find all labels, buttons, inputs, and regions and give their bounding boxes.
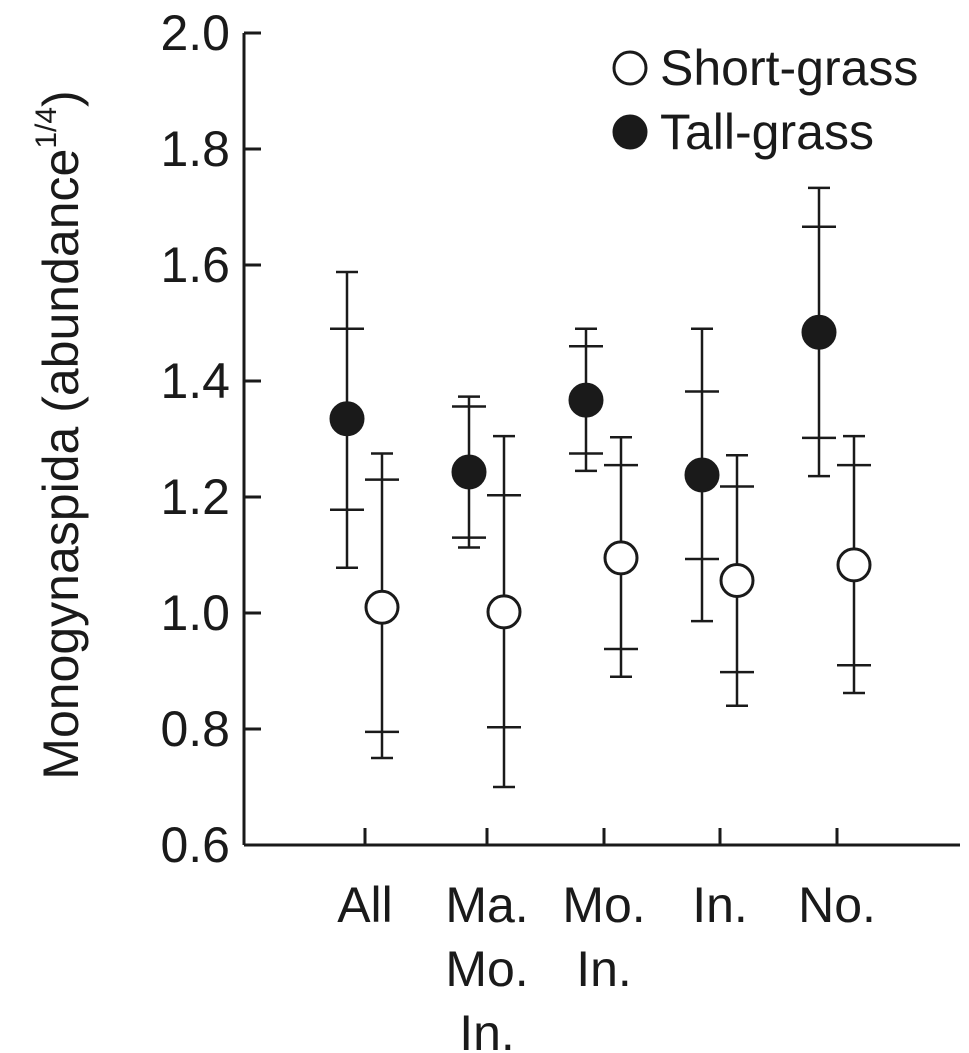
x-tick-label-line: Mo. — [562, 877, 645, 933]
y-tick-label: 1.8 — [160, 121, 230, 177]
x-tick-label-line: In. — [692, 877, 748, 933]
x-tick-label-line: Ma. — [445, 877, 528, 933]
point-tall-grass — [684, 457, 720, 493]
x-tick-label-all: All — [337, 877, 393, 933]
point-short-grass — [603, 540, 639, 576]
y-ticks: 0.6 0.8 1.0 1.2 1.4 1.6 1.8 2.0 — [160, 5, 261, 873]
x-tick-label-no: No. — [798, 877, 876, 933]
y-tick-label: 2.0 — [160, 5, 230, 61]
x-tick-label-mamoin: Ma. Mo. In. — [445, 877, 528, 1053]
error-bars — [330, 186, 871, 789]
y-tick-label: 1.2 — [160, 469, 230, 525]
y-tick-label: 1.4 — [160, 353, 230, 409]
y-axis-label-close: ) — [33, 90, 89, 107]
y-tick-label: 0.8 — [160, 701, 230, 757]
x-tick-label-moin: Mo. In. — [562, 877, 645, 997]
x-tick-label-line: All — [337, 877, 393, 933]
data-points — [329, 314, 872, 630]
point-short-grass — [836, 547, 872, 583]
axes — [242, 33, 960, 847]
y-tick-label: 1.0 — [160, 585, 230, 641]
x-tick-label-line: No. — [798, 877, 876, 933]
x-tick-label-line: In. — [576, 941, 632, 997]
point-short-grass — [486, 594, 522, 630]
point-tall-grass — [329, 401, 365, 437]
point-tall-grass — [568, 382, 604, 418]
y-axis-label-superscript: 1/4 — [30, 107, 63, 149]
point-tall-grass — [451, 454, 487, 490]
point-tall-grass — [801, 314, 837, 350]
legend: Short-grass Tall-grass — [612, 40, 918, 160]
x-tick-label-line: Mo. — [445, 941, 528, 997]
legend-marker-short-grass — [612, 50, 648, 86]
y-axis-label-main: Monogynaspida (abundance — [33, 149, 89, 780]
point-short-grass — [719, 563, 755, 599]
legend-label-tall-grass: Tall-grass — [660, 104, 874, 160]
x-ticks: All Ma. Mo. In. Mo. In. In. No. — [337, 828, 876, 1053]
y-tick-label: 1.6 — [160, 237, 230, 293]
x-tick-label-line: In. — [459, 1005, 515, 1053]
legend-marker-tall-grass — [612, 114, 648, 150]
y-axis-label: Monogynaspida (abundance1/4) — [30, 90, 89, 779]
x-tick-label-in: In. — [692, 877, 748, 933]
y-tick-label: 0.6 — [160, 817, 230, 873]
legend-label-short-grass: Short-grass — [660, 40, 918, 96]
point-short-grass — [364, 589, 400, 625]
